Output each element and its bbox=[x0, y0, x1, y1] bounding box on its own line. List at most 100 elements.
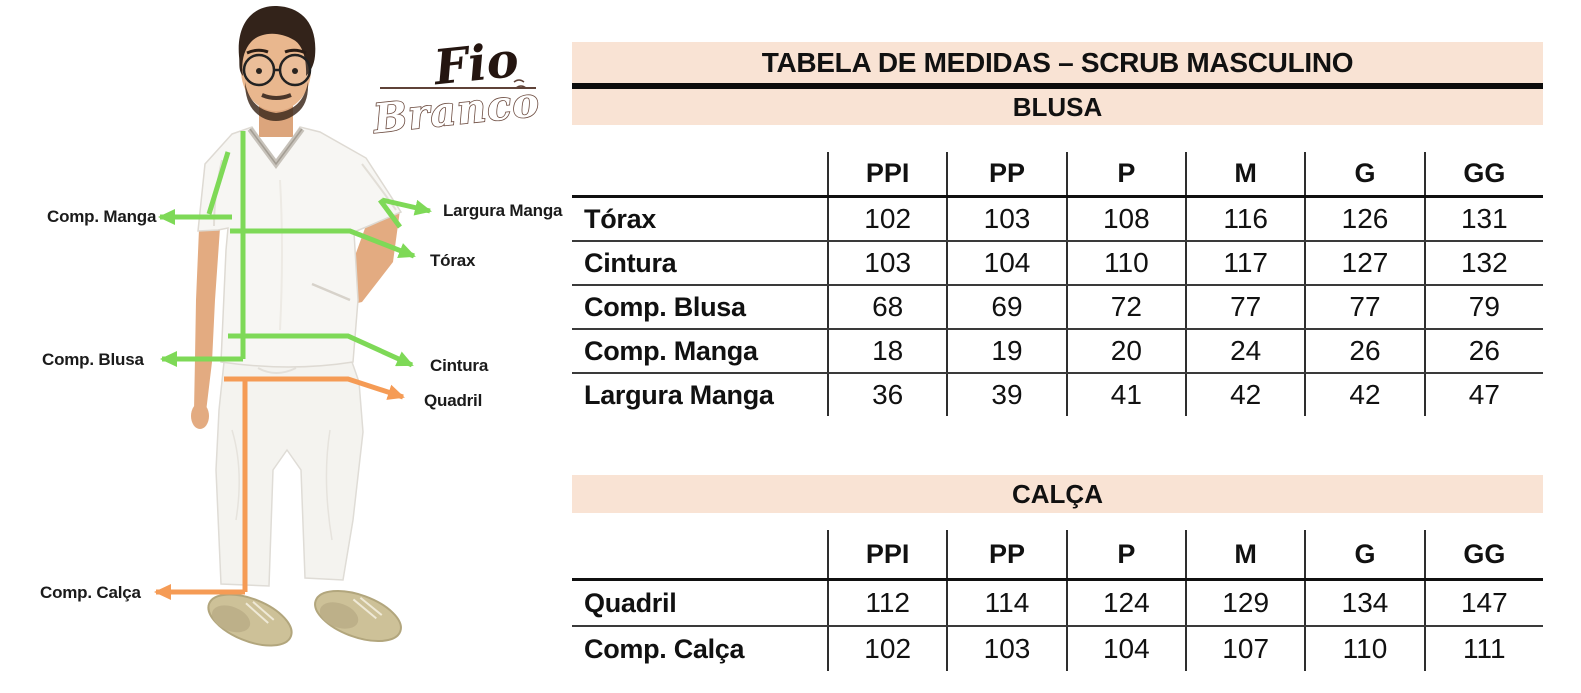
cell-value: 104 bbox=[1065, 627, 1185, 671]
cell-value: 117 bbox=[1185, 242, 1304, 284]
size-col-header: M bbox=[1185, 530, 1304, 578]
size-col-header: PPI bbox=[827, 530, 946, 578]
row-label: Cintura bbox=[584, 247, 677, 278]
cell-value: 69 bbox=[946, 286, 1065, 328]
cell-value: 102 bbox=[827, 627, 946, 671]
table-row-torax: Tórax 102 103 108 116 126 131 bbox=[572, 195, 1543, 240]
header-divider bbox=[572, 83, 1543, 89]
cell-value: 110 bbox=[1065, 242, 1185, 284]
torax-arrow bbox=[230, 228, 416, 259]
size-col-header: M bbox=[1185, 152, 1304, 195]
model-diagram: Comp. Manga Largura Manga Tórax Comp. Bl… bbox=[0, 0, 570, 693]
cell-value: 41 bbox=[1065, 374, 1185, 416]
cell-value: 42 bbox=[1185, 374, 1304, 416]
table-row-comp-manga: Comp. Manga 18 19 20 24 26 26 bbox=[572, 328, 1543, 372]
size-col-header: GG bbox=[1423, 152, 1543, 195]
corner-cell bbox=[572, 152, 827, 195]
size-chart-header: TABELA DE MEDIDAS – SCRUB MASCULINO BLUS… bbox=[572, 42, 1543, 125]
largura-manga-seam-line bbox=[377, 198, 403, 229]
cell-value: 24 bbox=[1185, 330, 1304, 372]
annotation-comp-manga: Comp. Manga bbox=[47, 207, 157, 226]
calca-header-row: PPI PP P M G GG bbox=[572, 530, 1543, 578]
cell-value: 129 bbox=[1185, 581, 1304, 625]
row-label: Largura Manga bbox=[584, 379, 774, 410]
size-col-header: P bbox=[1065, 530, 1185, 578]
size-col-header: PP bbox=[946, 152, 1065, 195]
size-col-header: G bbox=[1304, 530, 1423, 578]
cell-value: 103 bbox=[946, 627, 1065, 671]
size-col-header: PPI bbox=[827, 152, 946, 195]
cell-value: 77 bbox=[1304, 286, 1423, 328]
orange-measure-lines bbox=[154, 376, 405, 600]
cell-value: 126 bbox=[1304, 198, 1423, 240]
table-row-quadril: Quadril 112 114 124 129 134 147 bbox=[572, 578, 1543, 625]
cell-value: 108 bbox=[1065, 198, 1185, 240]
annotation-torax: Tórax bbox=[430, 251, 476, 270]
cell-value: 26 bbox=[1423, 330, 1543, 372]
cell-value: 124 bbox=[1065, 581, 1185, 625]
cell-value: 103 bbox=[827, 242, 946, 284]
row-label: Comp. Calça bbox=[584, 633, 745, 664]
cell-value: 116 bbox=[1185, 198, 1304, 240]
model-photo bbox=[191, 5, 403, 647]
annotation-comp-calca: Comp. Calça bbox=[40, 583, 141, 602]
cell-value: 134 bbox=[1304, 581, 1423, 625]
cell-value: 104 bbox=[946, 242, 1065, 284]
quadril-arrow bbox=[224, 376, 405, 400]
cell-value: 110 bbox=[1304, 627, 1423, 671]
cell-value: 36 bbox=[827, 374, 946, 416]
cell-value: 18 bbox=[827, 330, 946, 372]
row-label: Quadril bbox=[584, 587, 677, 618]
size-col-header: P bbox=[1065, 152, 1185, 195]
annotation-largura-manga: Largura Manga bbox=[443, 201, 563, 220]
calca-table: PPI PP P M G GG Quadril 112 114 124 129 … bbox=[572, 530, 1543, 671]
cell-value: 127 bbox=[1304, 242, 1423, 284]
comp-manga-seam-line bbox=[206, 151, 231, 215]
cell-value: 131 bbox=[1423, 198, 1543, 240]
size-col-header: GG bbox=[1423, 530, 1543, 578]
cell-value: 147 bbox=[1423, 581, 1543, 625]
left-shoe bbox=[207, 593, 293, 647]
largura-manga-arrow bbox=[381, 197, 432, 216]
cell-value: 19 bbox=[946, 330, 1065, 372]
annotation-comp-blusa: Comp. Blusa bbox=[42, 350, 144, 369]
cell-value: 132 bbox=[1423, 242, 1543, 284]
cell-value: 112 bbox=[827, 581, 946, 625]
table-row-comp-calca: Comp. Calça 102 103 104 107 110 111 bbox=[572, 625, 1543, 671]
cell-value: 39 bbox=[946, 374, 1065, 416]
blusa-table: PPI PP P M G GG Tórax 102 103 108 116 12… bbox=[572, 152, 1543, 416]
cell-value: 68 bbox=[827, 286, 946, 328]
brand-logo: Fio Branco bbox=[369, 32, 543, 137]
model-illustration bbox=[154, 5, 432, 647]
logo-word-fio: Fio bbox=[429, 32, 521, 97]
calca-section-title: CALÇA bbox=[572, 475, 1543, 513]
cell-value: 72 bbox=[1065, 286, 1185, 328]
table-row-cintura: Cintura 103 104 110 117 127 132 bbox=[572, 240, 1543, 284]
blusa-section-title: BLUSA bbox=[572, 89, 1543, 125]
right-shoe bbox=[314, 589, 402, 643]
chart-title: TABELA DE MEDIDAS – SCRUB MASCULINO bbox=[572, 42, 1543, 83]
cell-value: 47 bbox=[1423, 374, 1543, 416]
annotation-cintura: Cintura bbox=[430, 356, 489, 375]
cell-value: 114 bbox=[946, 581, 1065, 625]
cell-value: 20 bbox=[1065, 330, 1185, 372]
corner-cell bbox=[572, 530, 827, 578]
cell-value: 42 bbox=[1304, 374, 1423, 416]
size-col-header: G bbox=[1304, 152, 1423, 195]
size-col-header: PP bbox=[946, 530, 1065, 578]
cell-value: 77 bbox=[1185, 286, 1304, 328]
cintura-arrow bbox=[228, 333, 414, 368]
cell-value: 79 bbox=[1423, 286, 1543, 328]
cell-value: 102 bbox=[827, 198, 946, 240]
row-label: Tórax bbox=[584, 203, 657, 234]
table-row-largura-manga: Largura Manga 36 39 41 42 42 47 bbox=[572, 372, 1543, 416]
row-label: Comp. Blusa bbox=[584, 291, 746, 322]
table-row-comp-blusa: Comp. Blusa 68 69 72 77 77 79 bbox=[572, 284, 1543, 328]
annotation-quadril: Quadril bbox=[424, 391, 483, 410]
blusa-header-row: PPI PP P M G GG bbox=[572, 152, 1543, 195]
cell-value: 111 bbox=[1423, 627, 1543, 671]
cell-value: 26 bbox=[1304, 330, 1423, 372]
green-measure-lines bbox=[158, 131, 432, 368]
cell-value: 107 bbox=[1185, 627, 1304, 671]
